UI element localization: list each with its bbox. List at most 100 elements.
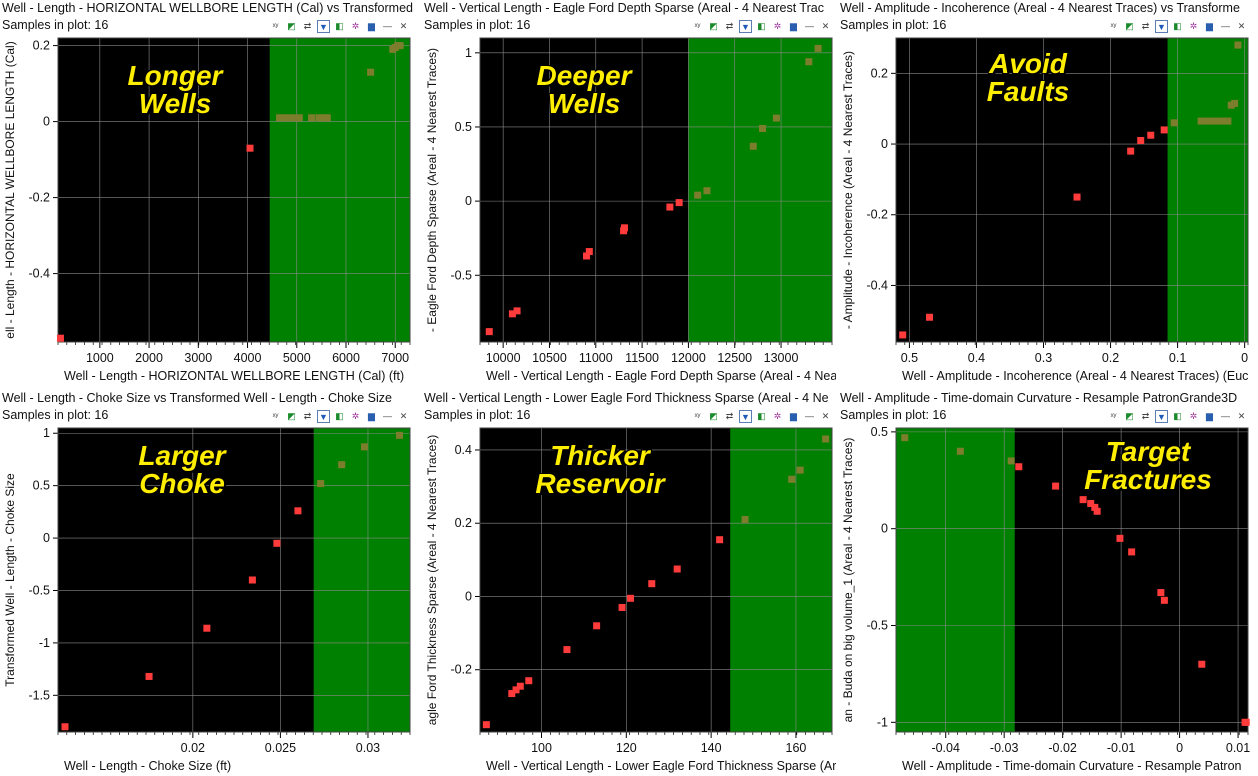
xy-icon[interactable]: ˣʸ: [1110, 410, 1117, 421]
data-point[interactable]: [525, 677, 533, 685]
minimize-icon[interactable]: —: [383, 20, 392, 31]
close-icon[interactable]: ✕: [821, 410, 830, 421]
data-point[interactable]: [1128, 548, 1136, 556]
selected-data-point[interactable]: [759, 124, 767, 132]
settings-icon[interactable]: ✲: [351, 410, 360, 421]
select-icon[interactable]: ◧: [757, 20, 766, 31]
selection-region[interactable]: [1167, 38, 1248, 342]
selected-data-point[interactable]: [308, 114, 316, 122]
settings-icon[interactable]: ✲: [1189, 410, 1198, 421]
data-point[interactable]: [563, 646, 571, 654]
scatter-color-icon[interactable]: ◩: [1125, 20, 1134, 31]
data-point[interactable]: [648, 580, 656, 588]
data-point[interactable]: [1160, 126, 1168, 134]
minimize-icon[interactable]: —: [383, 410, 392, 421]
selected-data-point[interactable]: [1231, 99, 1239, 107]
selected-data-point[interactable]: [1007, 457, 1015, 465]
selection-region[interactable]: [730, 428, 832, 732]
data-point[interactable]: [248, 576, 256, 584]
selected-data-point[interactable]: [901, 434, 909, 442]
close-icon[interactable]: ✕: [399, 20, 408, 31]
flip-icon[interactable]: ⇄: [725, 20, 734, 31]
data-point[interactable]: [926, 313, 934, 321]
data-point[interactable]: [1157, 589, 1165, 597]
data-point[interactable]: [508, 690, 516, 698]
selected-data-point[interactable]: [772, 114, 780, 122]
selected-data-point[interactable]: [1197, 117, 1205, 125]
data-point[interactable]: [1127, 147, 1135, 155]
data-point[interactable]: [1015, 463, 1023, 471]
minimize-icon[interactable]: —: [805, 410, 814, 421]
data-point[interactable]: [899, 331, 907, 339]
scatter-color-icon[interactable]: ◩: [709, 20, 718, 31]
scatter-plot[interactable]: 100 120 140 160 0.4 0.2 0 -0.2 Well - Vertical L…: [422, 422, 836, 776]
settings-icon[interactable]: ✲: [773, 20, 782, 31]
data-point[interactable]: [246, 144, 254, 152]
selected-data-point[interactable]: [741, 516, 749, 524]
filter-icon[interactable]: ▼: [1155, 409, 1168, 423]
data-point[interactable]: [583, 252, 591, 260]
scatter-color-icon[interactable]: ◩: [709, 410, 718, 421]
selected-data-point[interactable]: [703, 187, 711, 195]
xy-icon[interactable]: ˣʸ: [694, 410, 701, 421]
data-point[interactable]: [1147, 131, 1155, 139]
select-icon[interactable]: ◧: [1173, 20, 1182, 31]
filter-icon[interactable]: ▼: [317, 409, 330, 423]
data-point[interactable]: [1137, 137, 1145, 145]
settings-icon[interactable]: ✲: [773, 410, 782, 421]
flip-icon[interactable]: ⇄: [303, 410, 312, 421]
selected-data-point[interactable]: [1170, 119, 1178, 127]
filter-icon[interactable]: ▼: [1155, 19, 1168, 33]
filter-icon[interactable]: ▼: [317, 19, 330, 33]
scatter-color-icon[interactable]: ◩: [287, 410, 296, 421]
data-point[interactable]: [1052, 482, 1060, 490]
data-point[interactable]: [1241, 718, 1249, 726]
data-point[interactable]: [485, 328, 493, 336]
selection-region[interactable]: [313, 428, 410, 732]
data-point[interactable]: [675, 199, 683, 207]
filter-icon[interactable]: ▼: [739, 409, 752, 423]
selected-data-point[interactable]: [285, 114, 293, 122]
export-icon[interactable]: ▆: [1206, 20, 1213, 31]
selected-data-point[interactable]: [814, 44, 822, 52]
selection-region[interactable]: [896, 428, 1015, 732]
settings-icon[interactable]: ✲: [1189, 20, 1198, 31]
data-point[interactable]: [593, 622, 601, 630]
select-icon[interactable]: ◧: [335, 410, 344, 421]
data-point[interactable]: [618, 603, 626, 611]
selection-region[interactable]: [688, 38, 832, 342]
data-point[interactable]: [1160, 596, 1168, 604]
selected-data-point[interactable]: [796, 466, 804, 474]
selected-data-point[interactable]: [1217, 117, 1225, 125]
data-point[interactable]: [1087, 500, 1095, 508]
scatter-plot[interactable]: 0.02 0.025 0.03 1 0.5 0 -0.5 -1 -1.5 Well - Lengt…: [0, 422, 414, 776]
flip-icon[interactable]: ⇄: [1141, 20, 1150, 31]
selection-region[interactable]: [269, 38, 410, 342]
select-icon[interactable]: ◧: [1173, 410, 1182, 421]
data-point[interactable]: [1091, 503, 1099, 511]
close-icon[interactable]: ✕: [399, 410, 408, 421]
selected-data-point[interactable]: [822, 435, 830, 443]
selected-data-point[interactable]: [315, 114, 323, 122]
selected-data-point[interactable]: [1234, 41, 1242, 49]
export-icon[interactable]: ▆: [790, 410, 797, 421]
data-point[interactable]: [273, 539, 281, 547]
selected-data-point[interactable]: [338, 461, 346, 469]
minimize-icon[interactable]: —: [805, 20, 814, 31]
export-icon[interactable]: ▆: [790, 20, 797, 31]
selected-data-point[interactable]: [1210, 117, 1218, 125]
data-point[interactable]: [1079, 496, 1087, 504]
scatter-color-icon[interactable]: ◩: [287, 20, 296, 31]
data-point[interactable]: [1093, 507, 1101, 515]
data-point[interactable]: [512, 686, 520, 694]
close-icon[interactable]: ✕: [1237, 410, 1246, 421]
flip-icon[interactable]: ⇄: [303, 20, 312, 31]
selected-data-point[interactable]: [290, 114, 298, 122]
data-point[interactable]: [1073, 193, 1081, 201]
selected-data-point[interactable]: [280, 114, 288, 122]
data-point[interactable]: [56, 334, 64, 342]
xy-icon[interactable]: ˣʸ: [1110, 20, 1117, 31]
selected-data-point[interactable]: [396, 42, 404, 50]
select-icon[interactable]: ◧: [335, 20, 344, 31]
data-point[interactable]: [585, 248, 593, 256]
